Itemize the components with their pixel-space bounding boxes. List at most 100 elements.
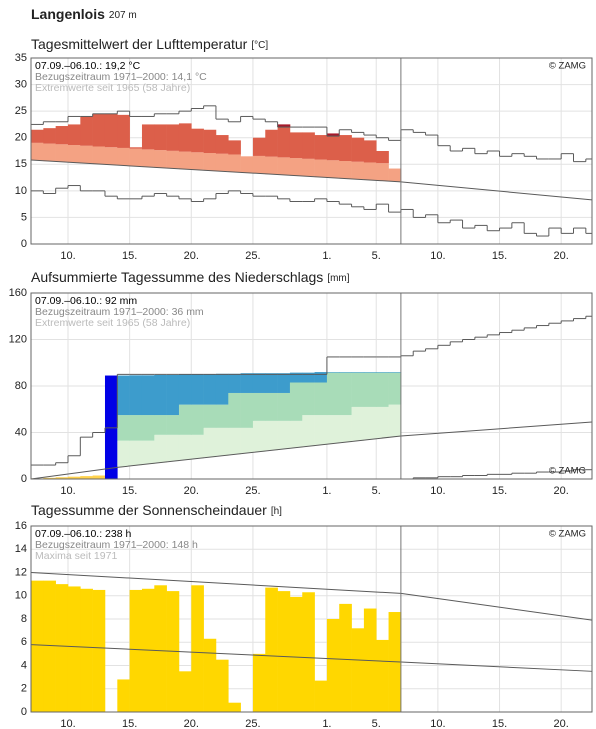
sunshine-bar xyxy=(302,592,315,712)
sunshine-bar xyxy=(80,588,93,712)
station-elevation: 207 m xyxy=(109,10,137,21)
precip-band-high xyxy=(376,372,389,407)
sunshine-bar xyxy=(67,586,81,712)
precip-bar xyxy=(104,375,118,479)
temp-bar-high xyxy=(154,124,167,151)
sunshine-bar xyxy=(265,587,278,712)
x-tick-label: 10. xyxy=(60,485,75,497)
y-tick-label: 160 xyxy=(9,287,27,299)
note: 07.09.–06.10.: 19,2 °C xyxy=(35,60,141,72)
x-tick-label: 1. xyxy=(322,485,331,497)
chart-title: Aufsummierte Tagessumme des Niederschlag… xyxy=(31,269,350,285)
sunshine-bar xyxy=(289,596,303,712)
sunshine-bar xyxy=(314,680,328,712)
temp-bar-high xyxy=(117,114,130,148)
precip-band-low xyxy=(129,440,143,466)
precip-band-low xyxy=(314,415,328,445)
temp-bar-normal xyxy=(265,156,278,175)
precip-band-low xyxy=(228,427,241,455)
temp-bar-high xyxy=(326,133,340,161)
chart-title: Tagessumme der Sonnenscheindauer [h] xyxy=(31,502,282,518)
temp-bar-normal xyxy=(339,161,352,179)
precip-above xyxy=(154,374,167,416)
title-text: Tagesmittelwert der Lufttemperatur xyxy=(31,36,248,52)
sunshine-bar xyxy=(43,580,56,712)
precip-band-high xyxy=(240,392,254,428)
x-tick-label: 25. xyxy=(245,250,260,262)
temp-bar-high xyxy=(43,128,56,144)
y-tick-label: 10 xyxy=(15,185,27,197)
x-tick-label: 20. xyxy=(184,250,199,262)
precip-band-high xyxy=(388,372,402,405)
precip-above xyxy=(228,373,241,393)
sunshine-bar xyxy=(31,580,44,712)
temp-bar-normal xyxy=(104,147,118,165)
precip-band-high xyxy=(363,372,377,407)
x-tick-label: 1. xyxy=(322,718,331,729)
x-tick-label: 20. xyxy=(554,718,569,729)
temp-bar-normal xyxy=(363,162,377,181)
note: Extremwerte seit 1965 (58 Jahre) xyxy=(35,317,190,329)
precip-above xyxy=(314,372,328,383)
precip-band-low xyxy=(252,420,266,452)
sunshine-bar xyxy=(228,702,241,712)
precip-band-high xyxy=(141,415,155,441)
temp-bar-normal xyxy=(252,155,266,174)
precip-band-high xyxy=(178,404,192,435)
precip-band-low xyxy=(154,434,167,463)
title-unit: [°C] xyxy=(251,40,268,51)
sunshine-bar xyxy=(351,628,365,712)
y-tick-label: 15 xyxy=(15,158,27,170)
temp-bar-high xyxy=(178,123,192,152)
note: Bezugszeitraum 1971–2000: 14,1 °C xyxy=(35,71,207,83)
precip-band-low xyxy=(117,440,130,467)
precip-band-low xyxy=(376,406,389,439)
precip-above xyxy=(376,372,389,373)
precip-above xyxy=(129,375,143,416)
precip-bar xyxy=(80,476,93,479)
temp-bar-normal xyxy=(388,168,402,182)
precip-band-low xyxy=(326,415,340,444)
header: Langenlois 207 m xyxy=(31,6,137,22)
station-name: Langenlois xyxy=(31,6,105,22)
precip-band-high xyxy=(129,415,143,441)
precip-band-high xyxy=(277,392,291,421)
precip-above xyxy=(351,372,365,373)
temp-bar-high xyxy=(80,116,93,146)
temp-bar-normal xyxy=(376,163,389,181)
precip-bar xyxy=(92,475,106,479)
title-text: Aufsummierte Tagessumme des Niederschlag… xyxy=(31,269,323,285)
temp-bar-normal xyxy=(203,153,217,171)
y-tick-label: 12 xyxy=(15,566,27,578)
precip-above xyxy=(141,375,155,416)
x-tick-label: 20. xyxy=(554,485,569,497)
sunshine-bar xyxy=(376,639,389,712)
precip-above xyxy=(326,372,340,373)
temp-bar-record xyxy=(277,124,291,128)
precip-band-low xyxy=(388,404,402,437)
x-tick-label: 10. xyxy=(60,250,75,262)
temp-bar-high xyxy=(215,135,229,154)
x-tick-label: 15. xyxy=(122,485,137,497)
x-tick-label: 15. xyxy=(492,485,507,497)
y-tick-label: 5 xyxy=(21,211,27,223)
sunshine-bar xyxy=(277,591,291,712)
temp-bar-normal xyxy=(129,148,143,167)
temp-bar-normal xyxy=(326,160,340,178)
sunshine-bar xyxy=(117,679,130,712)
x-tick-label: 10. xyxy=(60,718,75,729)
precip-band-low xyxy=(265,420,278,451)
precip-band-low xyxy=(191,434,204,459)
y-tick-label: 25 xyxy=(15,105,27,117)
temp-bar-high xyxy=(203,129,217,154)
temp-bar-high xyxy=(302,132,315,159)
y-tick-label: 2 xyxy=(21,683,27,695)
x-tick-label: 20. xyxy=(184,485,199,497)
sunshine-bar xyxy=(154,585,167,712)
temp-bar-normal xyxy=(289,158,303,176)
temp-bar-high xyxy=(67,124,81,146)
y-tick-label: 8 xyxy=(21,613,27,625)
temp-bar-high xyxy=(228,140,241,155)
y-tick-label: 35 xyxy=(15,52,27,64)
